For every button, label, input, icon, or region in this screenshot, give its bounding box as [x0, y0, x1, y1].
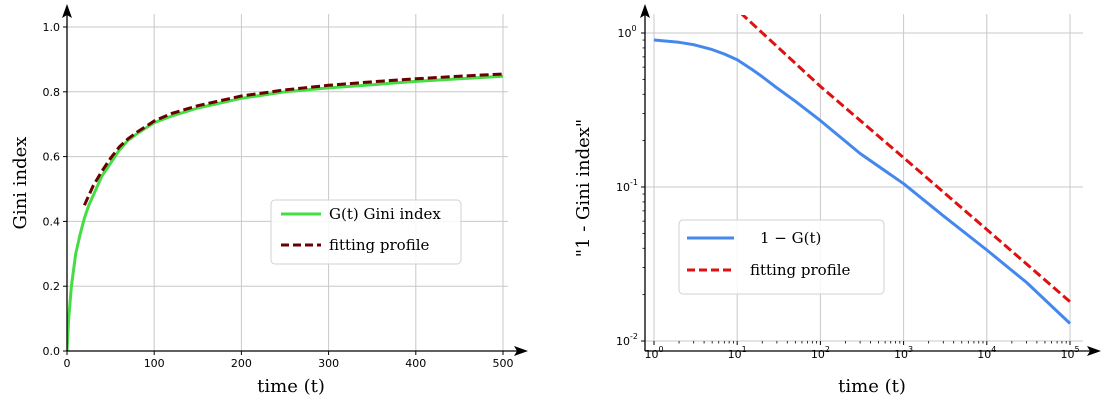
x-tick-label: 100	[144, 357, 165, 370]
x-axis-arrow	[1087, 346, 1101, 356]
x-axis-arrow	[514, 346, 528, 356]
y-tick-label: 0.4	[43, 215, 61, 228]
legend-label-fit: fitting profile	[329, 236, 429, 254]
y-tick-label: 1.0	[43, 21, 61, 34]
x-tick-label: 105	[1060, 345, 1079, 361]
gini-chart: 0 100 200 300 400 500 0.0 0.2 0.4 0.6 0.8 1.0 time …	[10, 4, 528, 397]
y-tick-label: 0.2	[43, 280, 61, 293]
legend-label-gini: G(t) Gini index	[329, 205, 441, 223]
gini-chart-axes	[62, 4, 528, 356]
y-tick-label: 10-1	[616, 178, 638, 194]
y-axis-label: "1 - Gini index"	[573, 119, 594, 257]
x-tick-label: 400	[405, 357, 426, 370]
x-tick-label: 102	[811, 345, 830, 361]
x-tick-label: 101	[728, 345, 747, 361]
x-tick-label: 200	[231, 357, 252, 370]
x-tick-label: 300	[318, 357, 339, 370]
y-tick-label: 100	[617, 24, 636, 40]
legend-label-one-minus-g: 1 − G(t)	[760, 229, 821, 247]
one-minus-gini-chart-ticks: 100 101 102 103 104 105 10-2 10-1 100	[616, 24, 1080, 361]
x-tick-label: 104	[977, 345, 996, 361]
y-tick-label: 0.8	[43, 86, 61, 99]
series-line-fitting-profile	[740, 15, 1071, 303]
legend-label-fit: fitting profile	[750, 261, 850, 279]
x-tick-label: 103	[894, 345, 913, 361]
y-tick-label: 0.0	[43, 345, 61, 358]
gini-chart-legend: G(t) Gini index fitting profile	[270, 199, 462, 265]
y-tick-label: 0.6	[43, 151, 61, 164]
gini-chart-ticks: 0 100 200 300 400 500 0.0 0.2 0.4 0.6 0.8 1.0	[43, 21, 514, 370]
one-minus-gini-chart-series	[653, 15, 1072, 325]
series-line-fitting-profile	[83, 72, 504, 206]
one-minus-gini-chart-legend: 1 − G(t) fitting profile	[678, 219, 885, 295]
one-minus-gini-chart: 100 101 102 103 104 105 10-2 10-1 100 time (t) "…	[573, 4, 1101, 397]
x-axis-label: time (t)	[257, 376, 325, 397]
y-axis-arrow	[640, 4, 650, 18]
x-tick-label: 500	[493, 357, 514, 370]
y-tick-label: 10-2	[616, 332, 638, 348]
one-minus-gini-chart-axes	[640, 4, 1101, 356]
y-axis-label: Gini index	[10, 137, 31, 230]
gini-chart-grid	[67, 14, 508, 351]
gini-chart-series	[67, 72, 504, 351]
x-tick-label: 100	[644, 345, 663, 361]
series-line-main	[653, 38, 1072, 325]
legend-box	[270, 199, 462, 265]
x-axis-label: time (t)	[838, 376, 906, 397]
y-axis-arrow	[62, 4, 72, 18]
x-tick-label: 0	[64, 357, 71, 370]
one-minus-gini-chart-grid	[645, 14, 1083, 342]
